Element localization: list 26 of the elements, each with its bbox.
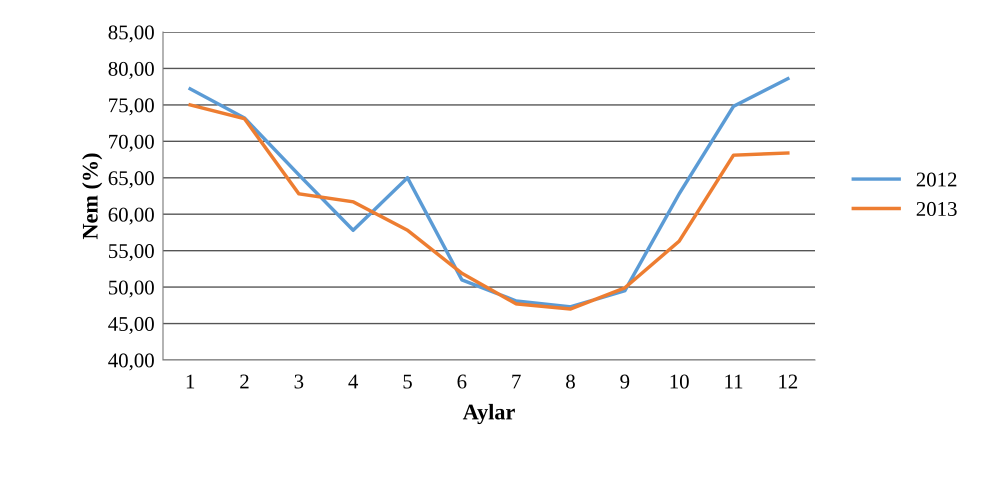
legend-label: 2013 xyxy=(916,202,957,216)
x-tick-label: 3 xyxy=(294,374,304,389)
y-tick-label: 70,00 xyxy=(109,134,154,152)
x-tick-label: 11 xyxy=(725,374,742,388)
x-tick-label: 6 xyxy=(458,374,466,389)
x-tick-label: 10 xyxy=(670,374,689,389)
x-tick-label: 4 xyxy=(348,374,358,388)
x-tick-label: 8 xyxy=(566,374,575,389)
x-tick-label: 2 xyxy=(240,374,249,388)
x-tick-label: 12 xyxy=(779,374,798,388)
y-tick-label: 80,00 xyxy=(108,62,154,79)
legend-label: 2012 xyxy=(916,172,956,187)
x-tick-label: 5 xyxy=(404,374,412,389)
y-axis-title: Nem (%) xyxy=(82,153,102,240)
y-tick-label: 85,00 xyxy=(108,25,154,42)
y-tick-label: 40,00 xyxy=(108,353,154,370)
y-tick-label: 45,00 xyxy=(108,316,154,334)
x-tick-label: 9 xyxy=(620,374,630,389)
x-tick-label: 1 xyxy=(186,374,194,388)
x-axis-title: Aylar xyxy=(462,404,515,424)
y-tick-label: 60,00 xyxy=(108,208,154,225)
y-tick-label: 50,00 xyxy=(109,280,154,298)
x-tick-label: 7 xyxy=(512,374,521,388)
y-tick-label: 75,00 xyxy=(109,98,154,116)
y-tick-label: 65,00 xyxy=(108,171,154,188)
y-tick-label: 55,00 xyxy=(109,244,154,262)
